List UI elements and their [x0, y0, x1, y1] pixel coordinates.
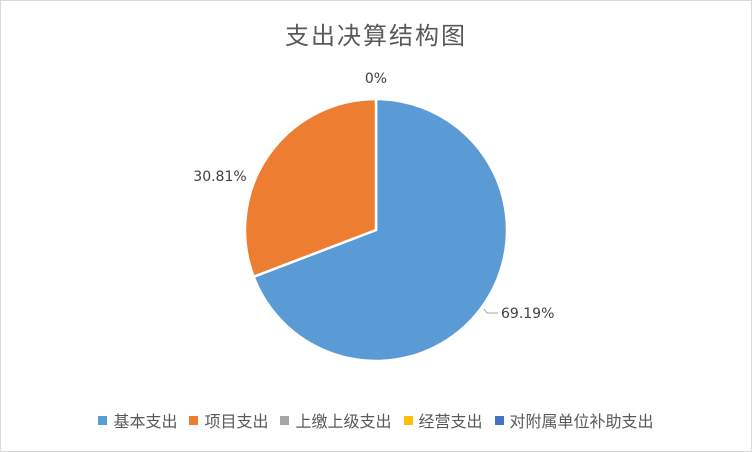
legend-swatch	[98, 415, 108, 425]
legend-swatch	[280, 415, 290, 425]
legend-label: 上缴上级支出	[295, 412, 392, 431]
legend-item-4: 经营支出	[403, 408, 483, 432]
data-label-3: 0%	[365, 71, 387, 87]
legend-item-2: 项目支出	[189, 408, 268, 432]
chart-legend: 基本支出 项目支出 上缴上级支出 经营支出 对附属单位补助支出	[0, 408, 752, 432]
data-label-1: 69.19%	[501, 306, 554, 322]
legend-label: 对附属单位补助支出	[509, 412, 654, 431]
legend-label: 经营支出	[418, 412, 483, 431]
legend-swatch	[494, 415, 504, 425]
pie-slice-1	[252, 97, 509, 363]
chart-title: 支出决算结构图	[285, 22, 467, 50]
legend-swatch	[189, 415, 199, 425]
legend-swatch	[403, 415, 413, 425]
legend-item-5: 对附属单位补助支出	[494, 408, 654, 432]
legend-item-1: 基本支出	[98, 408, 177, 432]
pie-slice-2	[243, 97, 378, 279]
legend-label: 基本支出	[113, 412, 178, 431]
legend-item-3: 上缴上级支出	[280, 408, 392, 432]
data-label-2: 30.81%	[193, 169, 246, 185]
legend-label: 项目支出	[204, 412, 269, 431]
label-leader-line	[483, 308, 498, 314]
